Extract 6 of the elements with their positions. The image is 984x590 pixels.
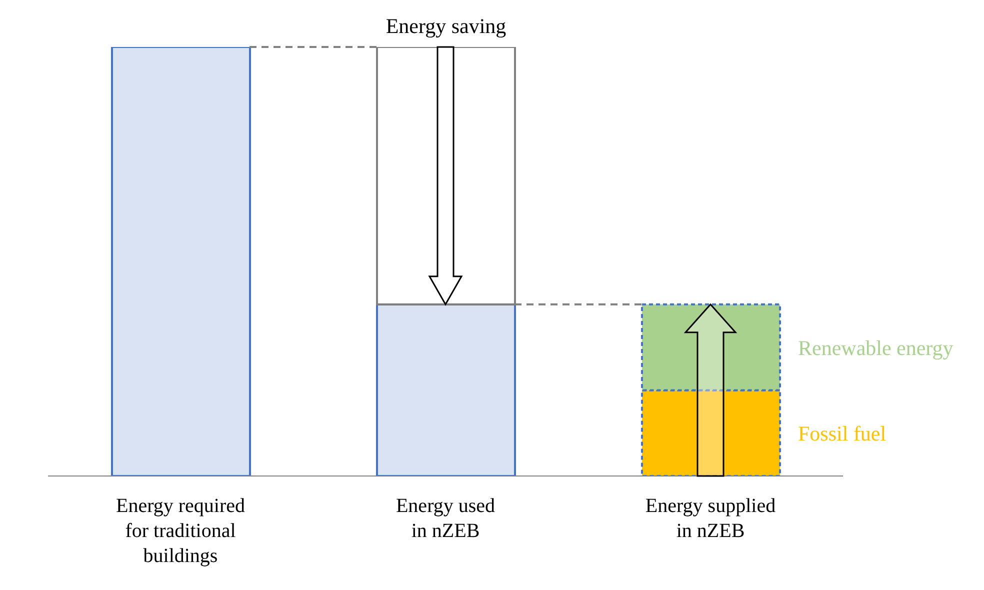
x-tick-label: Energy supplied in nZEB [645, 495, 776, 542]
series-label: Fossil fuel [798, 422, 886, 446]
x-tick-label: Energy required for traditional buildings [116, 495, 246, 567]
x-tick-label: Energy used in nZEB [396, 495, 496, 542]
series-label: Energy saving [386, 14, 507, 38]
series-label: Renewable energy [798, 336, 954, 360]
